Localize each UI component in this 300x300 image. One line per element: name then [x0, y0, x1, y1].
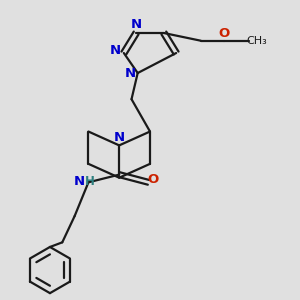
Text: N: N: [74, 175, 85, 188]
Text: N: N: [114, 131, 125, 144]
Text: N: N: [124, 67, 136, 80]
Text: H: H: [85, 175, 95, 188]
Text: CH₃: CH₃: [247, 36, 268, 46]
Text: O: O: [148, 173, 159, 186]
Text: N: N: [110, 44, 121, 57]
Text: O: O: [218, 27, 230, 40]
Text: N: N: [130, 18, 142, 31]
